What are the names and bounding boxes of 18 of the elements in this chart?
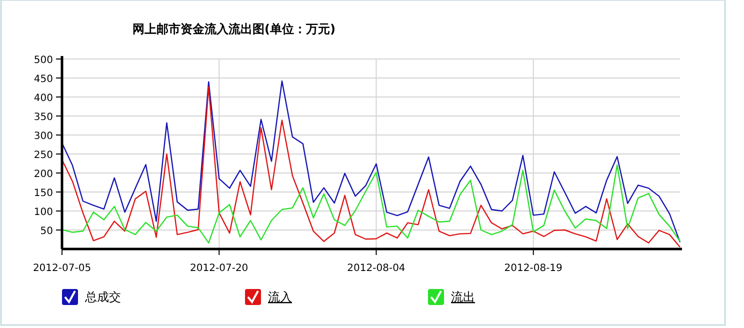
y-tick-label: 500 xyxy=(34,55,53,66)
chart-title: 网上邮市资金流入流出图(单位：万元) xyxy=(132,22,336,36)
legend-label: 流出 xyxy=(451,290,475,304)
x-tick-label: 2012-08-19 xyxy=(504,263,562,274)
legend-label: 总成交 xyxy=(84,290,121,304)
legend-label: 流入 xyxy=(268,290,292,304)
y-tick-label: 450 xyxy=(34,74,53,85)
x-tick-label: 2012-07-05 xyxy=(32,263,92,274)
y-tick-label: 300 xyxy=(34,131,53,142)
y-tick-label: 100 xyxy=(34,207,53,218)
y-tick-label: 200 xyxy=(34,169,53,180)
x-tick-label: 2012-08-04 xyxy=(347,263,406,274)
y-tick-label: 400 xyxy=(34,93,53,104)
y-tick-label: 350 xyxy=(34,112,53,123)
y-tick-label: 250 xyxy=(34,150,53,161)
y-tick-label: 150 xyxy=(34,188,53,199)
y-tick-label: 50 xyxy=(40,226,53,237)
x-tick-label: 2012-07-20 xyxy=(190,263,248,274)
